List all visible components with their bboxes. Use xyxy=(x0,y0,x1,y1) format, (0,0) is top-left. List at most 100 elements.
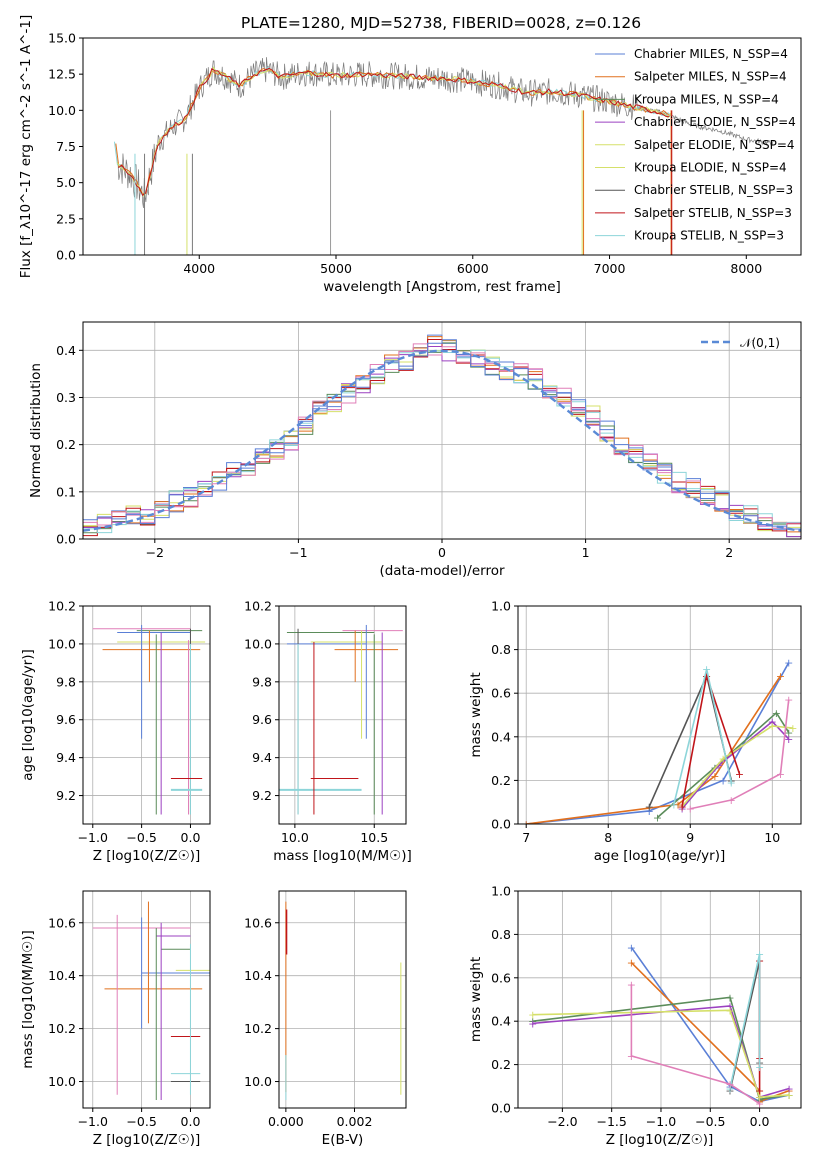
marker: + xyxy=(718,753,727,766)
legend-entry: Kroupa MILES, N_SSP=4 xyxy=(634,92,779,106)
marker: + xyxy=(776,670,785,683)
mass-weight-line xyxy=(656,711,790,819)
x-tick-label: 0.0 xyxy=(181,830,201,845)
panel-1-marks xyxy=(83,334,801,539)
marker: + xyxy=(686,803,695,816)
x-tick-label: −1.5 xyxy=(596,1114,626,1129)
x-tick-label: 0.000 xyxy=(268,1114,304,1129)
panel-6-marks xyxy=(285,901,402,1101)
marker: + xyxy=(528,1015,537,1028)
marker: + xyxy=(653,811,662,824)
y-tick-label: 9.6 xyxy=(252,712,272,727)
mass-weight-line xyxy=(681,725,793,808)
x-tick-label: 8 xyxy=(604,830,612,845)
panel-0-marks xyxy=(113,57,774,255)
marker: + xyxy=(645,805,654,818)
marker: + xyxy=(784,657,793,670)
x-tick-label: 10.5 xyxy=(360,830,388,845)
y-tick-label: 10.2 xyxy=(48,1021,76,1036)
marker: + xyxy=(677,801,686,814)
y-tick-label: 0.4 xyxy=(491,729,511,744)
y-tick-label: 9.4 xyxy=(252,750,272,765)
y-tick-label: 0.4 xyxy=(56,343,76,358)
marker: + xyxy=(755,948,764,961)
panel-4-marks: +++++++++++++++++++ ++++++++++++++ xyxy=(522,657,797,831)
marker: + xyxy=(727,777,736,790)
y-tick-label: 0.3 xyxy=(56,390,76,405)
mass-weight-line xyxy=(729,953,761,1089)
legend-entry: 𝒩(0,1) xyxy=(740,336,780,350)
x-tick-label: −1.0 xyxy=(78,830,108,845)
x-tick-label: 10 xyxy=(764,830,780,845)
marker: + xyxy=(788,722,797,735)
x-tick-label: −1 xyxy=(289,545,307,560)
x-axis-label: Z [log10(Z/Z☉)] xyxy=(93,848,201,864)
axes-frame xyxy=(82,890,211,1109)
marker: + xyxy=(725,1000,734,1013)
x-axis-label: Z [log10(Z/Z☉)] xyxy=(93,1132,201,1148)
x-tick-label: −1.0 xyxy=(646,1114,676,1129)
marker: + xyxy=(755,1085,764,1098)
marker: + xyxy=(725,991,734,1004)
y-axis-label: mass [log10(M/M☉)] xyxy=(20,930,36,1069)
y-tick-label: 10.2 xyxy=(244,1021,272,1036)
marker: + xyxy=(725,1085,734,1098)
y-tick-label: 1.0 xyxy=(491,599,511,614)
spectrum-model-line xyxy=(118,67,670,196)
legend-entry: Salpeter MILES, N_SSP=4 xyxy=(634,70,787,84)
y-tick-label: 10.0 xyxy=(48,636,76,651)
mass-weight-line xyxy=(630,984,761,1105)
y-tick-label: 0.0 xyxy=(56,248,76,263)
y-tick-label: 15.0 xyxy=(48,31,76,46)
y-tick-label: 9.8 xyxy=(56,674,76,689)
y-tick-label: 0.1 xyxy=(56,484,76,499)
legend-entry: Chabrier STELIB, N_SSP=3 xyxy=(634,183,793,197)
x-tick-label: 2 xyxy=(725,545,733,560)
x-tick-label: 0.002 xyxy=(337,1114,373,1129)
x-tick-label: 9 xyxy=(686,830,694,845)
y-tick-label: 10.4 xyxy=(48,968,76,983)
marker: + xyxy=(718,774,727,787)
y-axis-label: mass weight xyxy=(468,957,484,1042)
marker: + xyxy=(702,670,711,683)
x-tick-label: 0 xyxy=(438,545,446,560)
marker: + xyxy=(725,1082,734,1095)
y-tick-label: 9.2 xyxy=(252,788,272,803)
y-axis-label: Normed distribution xyxy=(28,363,44,498)
panel-3-marks xyxy=(279,624,403,815)
marker: + xyxy=(755,1091,764,1104)
marker: + xyxy=(528,1009,537,1022)
y-tick-label: 10.4 xyxy=(244,968,272,983)
x-tick-label: −0.5 xyxy=(126,1114,156,1129)
x-tick-label: 1 xyxy=(582,545,590,560)
y-tick-label: 0.2 xyxy=(491,1057,511,1072)
x-tick-label: 8000 xyxy=(730,261,762,276)
y-tick-label: 2.5 xyxy=(56,211,76,226)
x-tick-label: 0.0 xyxy=(750,1114,770,1129)
x-tick-label: 6000 xyxy=(457,261,489,276)
x-tick-label: −0.5 xyxy=(126,830,156,845)
marker: + xyxy=(627,1050,636,1063)
y-tick-label: 9.6 xyxy=(56,712,76,727)
y-tick-label: 9.8 xyxy=(252,674,272,689)
marker: + xyxy=(725,1078,734,1091)
axes-frame xyxy=(278,605,407,825)
legend-entry: Salpeter STELIB, N_SSP=3 xyxy=(634,206,792,220)
y-tick-label: 0.0 xyxy=(491,1101,511,1116)
marker: + xyxy=(727,794,736,807)
spectrum-model-line xyxy=(113,66,672,197)
panel-2-marks xyxy=(92,624,206,815)
marker: + xyxy=(785,1085,794,1098)
y-tick-label: 10.6 xyxy=(48,915,76,930)
x-axis-label: E(B-V) xyxy=(322,1132,364,1148)
y-tick-label: 10.0 xyxy=(244,1074,272,1089)
mass-weight-line xyxy=(526,662,790,824)
marker: + xyxy=(755,1098,764,1111)
x-tick-label: −2.0 xyxy=(547,1114,577,1129)
marker: + xyxy=(645,801,654,814)
chart-title: PLATE=1280, MJD=52738, FIBERID=0028, z=0… xyxy=(241,14,641,32)
marker: + xyxy=(522,818,531,831)
marker: + xyxy=(710,770,719,783)
x-tick-label: 7 xyxy=(522,830,530,845)
